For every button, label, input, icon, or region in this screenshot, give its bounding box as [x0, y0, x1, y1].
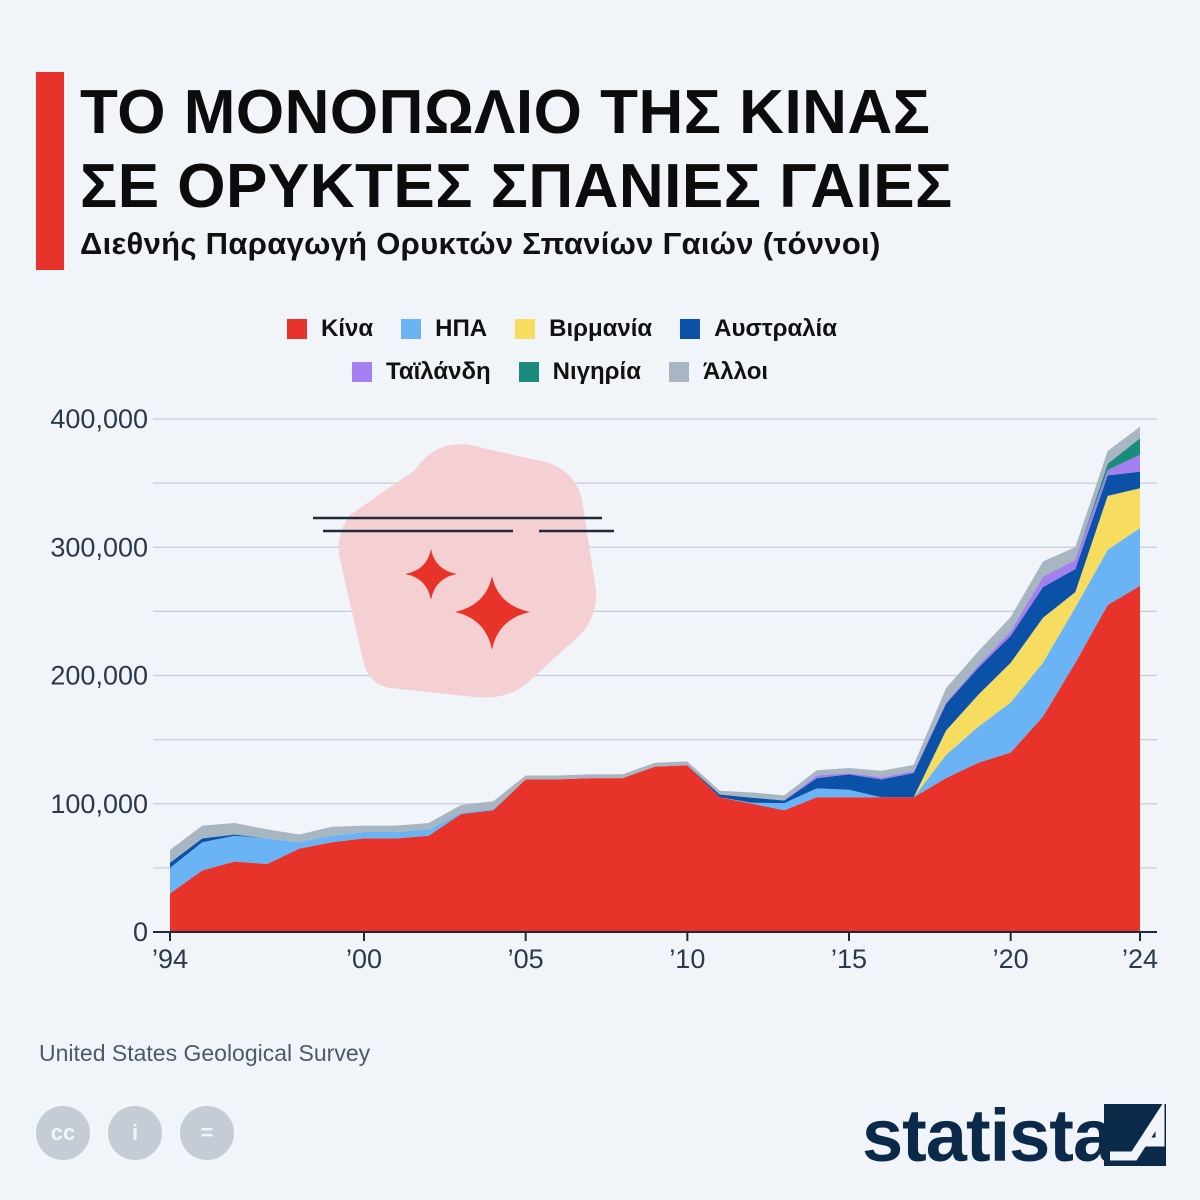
legend-item: Νιγηρία	[518, 358, 641, 386]
hexagon-badge	[338, 444, 597, 698]
x-tick-label: ’05	[508, 944, 544, 974]
statista-mark-icon	[1104, 1104, 1166, 1166]
legend-label: Αυστραλία	[714, 315, 837, 342]
legend-swatch	[518, 362, 539, 382]
legend-row-1: Κίνα ΗΠΑ Βιρμανία Αυστραλία	[287, 314, 865, 344]
legend-swatch	[401, 319, 422, 339]
legend-item: Άλλοι	[668, 358, 769, 386]
legend-label: Άλλοι	[702, 358, 769, 385]
y-tick-label: 300,000	[50, 532, 148, 562]
y-tick-label: 400,000	[50, 404, 148, 434]
y-tick-label: 100,000	[50, 789, 148, 819]
x-tick-label: ’00	[346, 944, 382, 974]
legend-label: Κίνα	[321, 315, 374, 342]
area-chart: 0 100,000 200,000 300,000 400,000 ’94 ’00 ’05 ’1…	[50, 404, 1158, 974]
area-series	[170, 426, 1140, 932]
license-icons: cc i =	[36, 1106, 252, 1160]
legend-swatch	[515, 319, 536, 339]
legend-swatch	[680, 319, 701, 339]
chart-subtitle: Διεθνής Παραγωγή Ορυκτών Σπανίων Γαιών (…	[80, 226, 881, 261]
legend-label: Ταϊλάνδη	[386, 358, 491, 385]
legend-swatch	[668, 362, 689, 382]
person-icon[interactable]: i	[108, 1106, 162, 1160]
x-tick-label: ’15	[831, 944, 867, 974]
x-tick-label: ’94	[152, 944, 188, 974]
legend-swatch	[287, 319, 307, 339]
chart-title: ΤΟ ΜΟΝΟΠΩΛΙΟ ΤΗΣ ΚΙΝΑΣ ΣΕ ΟΡΥΚΤΕΣ ΣΠΑΝΙΕ…	[80, 76, 953, 224]
y-tick-label: 200,000	[50, 661, 148, 691]
axes: 0 100,000 200,000 300,000 400,000 ’94 ’00 ’05 ’1…	[50, 404, 1158, 974]
sparkle-small-icon	[405, 549, 457, 600]
legend-label: Νιγηρία	[552, 358, 641, 385]
cc-icon[interactable]: cc	[36, 1106, 90, 1160]
legend-item: Βιρμανία	[515, 315, 652, 343]
legend-item: ΗΠΑ	[401, 315, 487, 343]
source-note: United States Geological Survey	[39, 1040, 371, 1066]
area-series-0	[170, 585, 1140, 932]
x-tick-label: ’20	[993, 944, 1029, 974]
x-tick-label: ’10	[669, 944, 705, 974]
statista-logo[interactable]: statista	[862, 1094, 1114, 1177]
legend-item: Αυστραλία	[680, 315, 837, 343]
legend-item: Κίνα	[287, 315, 373, 343]
legend-swatch	[352, 362, 372, 382]
sparkle-large-icon	[455, 576, 530, 650]
legend-row-2: Ταϊλάνδη Νιγηρία Άλλοι	[352, 357, 796, 387]
legend-item: Ταϊλάνδη	[352, 358, 491, 386]
x-tick-label: ’24	[1122, 944, 1158, 974]
title-line-2: ΣΕ ΟΡΥΚΤΕΣ ΣΠΑΝΙΕΣ ΓΑΙΕΣ	[80, 152, 953, 221]
equals-icon[interactable]: =	[180, 1106, 234, 1160]
legend-label: Βιρμανία	[549, 315, 653, 342]
y-tick-label: 0	[133, 917, 148, 947]
title-accent-bar	[36, 72, 64, 270]
sparkle-decoration	[313, 444, 614, 698]
title-line-1: ΤΟ ΜΟΝΟΠΩΛΙΟ ΤΗΣ ΚΙΝΑΣ	[80, 78, 931, 147]
legend-label: ΗΠΑ	[435, 315, 488, 342]
area-series-1	[170, 528, 1140, 894]
